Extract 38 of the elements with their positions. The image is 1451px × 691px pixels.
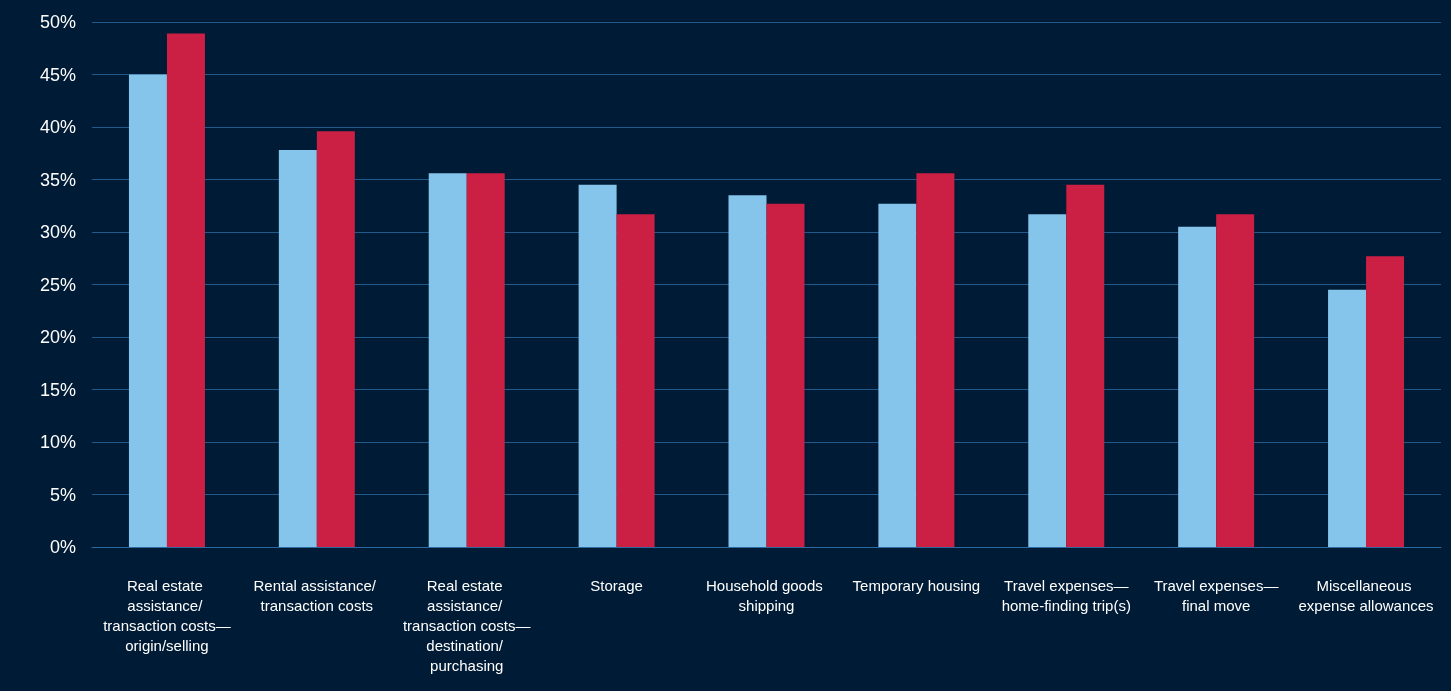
bar bbox=[878, 203, 917, 547]
bar bbox=[578, 184, 617, 547]
y-tick-label: 45% bbox=[39, 64, 76, 85]
y-tick-label: 25% bbox=[39, 274, 76, 295]
bar bbox=[728, 195, 767, 547]
x-tick-label: Household goods shipping bbox=[706, 576, 827, 614]
bar bbox=[1366, 256, 1405, 547]
bar bbox=[1328, 289, 1367, 547]
bar bbox=[166, 33, 205, 547]
y-tick-label: 40% bbox=[39, 117, 76, 137]
y-tick-label: 30% bbox=[39, 222, 76, 242]
y-tick-label: 50% bbox=[39, 12, 76, 32]
bar bbox=[916, 173, 955, 547]
x-tick-label: Storage bbox=[590, 576, 643, 594]
x-tick-label: Travel expenses—final move bbox=[1153, 576, 1279, 614]
y-tick-label: 20% bbox=[39, 327, 76, 347]
x-tick-label: Travel expenses—home-finding trip(s) bbox=[1001, 576, 1131, 614]
bar bbox=[1028, 214, 1067, 547]
x-tick-label: Real estate assistance/ transaction costs—destination/ purchasing bbox=[402, 576, 531, 674]
bar bbox=[466, 173, 505, 547]
bar bbox=[1216, 214, 1255, 547]
bar bbox=[1066, 184, 1105, 547]
bar bbox=[278, 150, 317, 547]
y-tick-label: 10% bbox=[39, 432, 76, 452]
x-tick-label: Temporary housing bbox=[852, 576, 981, 594]
y-tick-label: 15% bbox=[39, 379, 76, 400]
y-tick-label: 5% bbox=[49, 484, 76, 505]
x-tick-label: Real estate assistance/ transaction costs—origin/selling bbox=[103, 576, 231, 654]
x-tick-label: Miscellaneous expense allowances bbox=[1298, 576, 1434, 614]
y-tick-label: 0% bbox=[49, 537, 76, 557]
x-tick-label: Rental assistance/ transaction costs bbox=[253, 576, 381, 614]
bar bbox=[428, 173, 467, 547]
bar bbox=[616, 214, 655, 547]
bar bbox=[128, 74, 167, 547]
y-tick-label: 35% bbox=[39, 169, 76, 190]
bar bbox=[1178, 226, 1217, 547]
bar bbox=[316, 131, 355, 547]
bar bbox=[766, 203, 805, 547]
